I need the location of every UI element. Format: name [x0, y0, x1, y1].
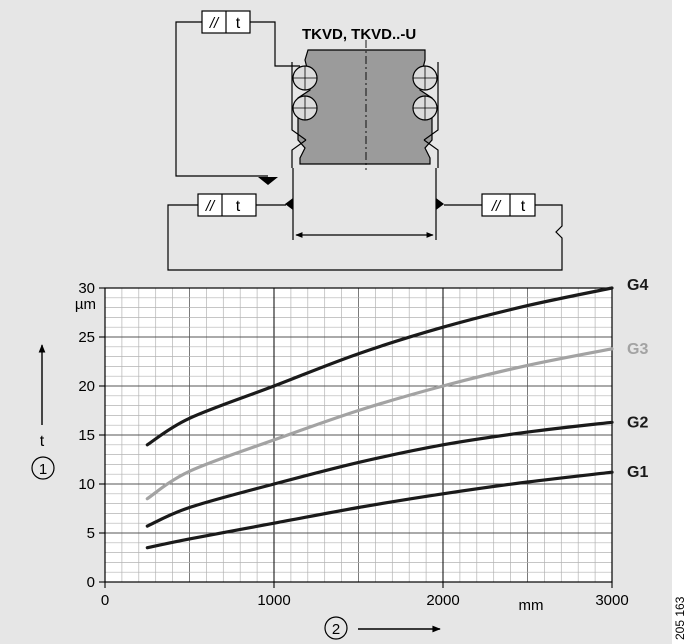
x-tick-label: 0: [101, 592, 109, 609]
parallelism-symbol: //: [491, 198, 502, 215]
y-marker-number: 1: [39, 461, 47, 478]
parallelism-symbol: //: [209, 15, 220, 32]
tolerance-frame-right: // t: [481, 193, 536, 217]
x-marker-circle: [324, 616, 348, 640]
x-tick-label: 3000: [595, 592, 628, 609]
y-tick-label: 10: [78, 476, 95, 493]
series-lines: G1 G2 G3 G4: [145, 277, 648, 550]
y-tick-label: 20: [78, 378, 95, 395]
carriage-diagram: [167, 21, 563, 271]
x-tick-label: 2000: [426, 592, 459, 609]
tolerance-label: t: [236, 198, 241, 215]
y-tick-label: 15: [78, 427, 95, 444]
x-marker-number: 2: [332, 621, 340, 638]
bottom-loop: [167, 204, 563, 271]
y-unit-label: µm: [75, 296, 96, 313]
tolerance-label: t: [236, 15, 241, 32]
series-label-g3: G3: [627, 341, 648, 358]
y-tick-label: 0: [87, 574, 95, 591]
y-marker-circle: [31, 456, 55, 480]
datum-triangle-left: [285, 198, 293, 210]
parallelism-symbol: //: [205, 198, 216, 215]
series-line-g1: [145, 470, 614, 550]
figure-id: 205 163: [673, 596, 687, 640]
left-groove-outline: [291, 62, 307, 168]
series-label-g4: G4: [627, 277, 648, 294]
datum-triangle-right: [436, 198, 444, 210]
y-axis-label: t: [40, 433, 45, 450]
tolerance-chart: 0 5 10 15 20 25 30 0 1000 2000 3000 G1 G2 G3 G4 µm mm…: [31, 277, 648, 640]
y-tick-label: 25: [78, 329, 95, 346]
axis-ticks: 0 5 10 15 20 25 30 0 1000 2000 3000: [78, 280, 628, 609]
series-line-g2: [145, 420, 614, 528]
series-label-g2: G2: [627, 414, 648, 431]
x-unit-label: mm: [519, 597, 544, 614]
right-groove-outline: [423, 62, 439, 168]
series-line-g3: [145, 347, 614, 501]
top-tolerance-loop: [175, 21, 268, 177]
x-tick-label: 1000: [257, 592, 290, 609]
carriage-body: [297, 49, 433, 165]
datum-triangle-top: [258, 177, 278, 185]
diagram-title: TKVD, TKVD..-U: [302, 26, 416, 43]
series-line-g4: [145, 286, 614, 447]
series-label-g1: G1: [627, 464, 648, 481]
tolerance-frame-left: // t: [197, 193, 257, 217]
top-tolerance-lead: [250, 21, 300, 67]
tolerance-label: t: [521, 198, 526, 215]
tolerance-frame-top: // t: [201, 10, 251, 34]
major-grid: [105, 288, 612, 582]
y-tick-label: 30: [78, 280, 95, 297]
y-tick-label: 5: [87, 525, 95, 542]
